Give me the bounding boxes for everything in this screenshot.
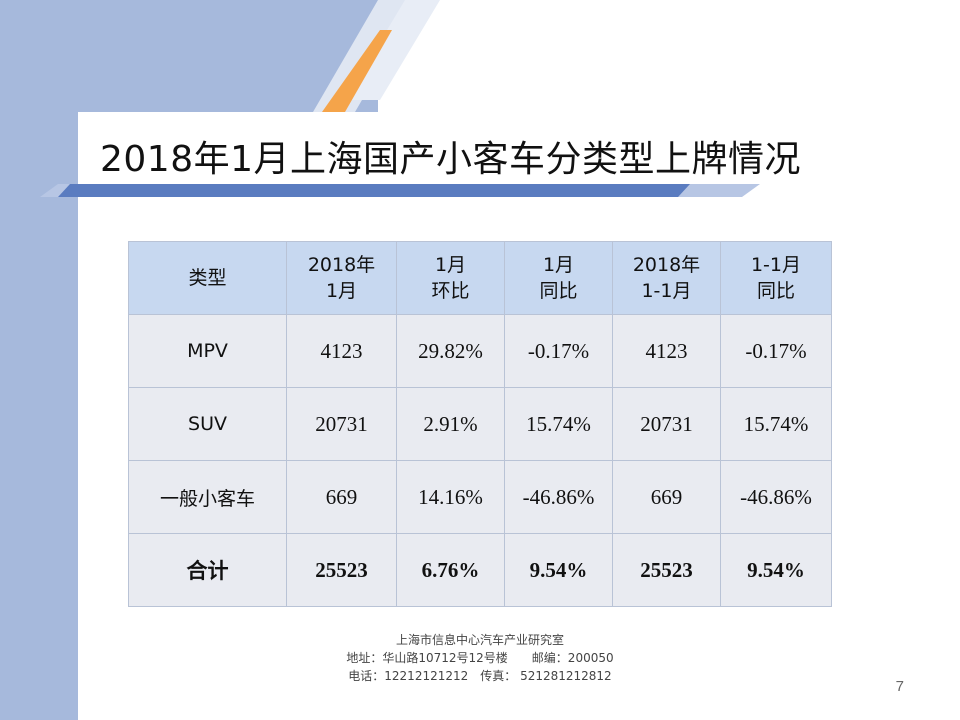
header-2018-jan: 2018年 1月 xyxy=(286,241,397,315)
row-category: SUV xyxy=(128,387,287,461)
cell-jan-count: 25523 xyxy=(286,533,397,607)
cell-jan-mom: 29.82% xyxy=(396,314,505,388)
table-row-total: 合计 25523 6.76% 9.54% 25523 9.54% xyxy=(128,533,832,607)
row-category: MPV xyxy=(128,314,287,388)
cell-jan-mom: 14.16% xyxy=(396,460,505,534)
cell-jan-yoy: 9.54% xyxy=(504,533,613,607)
registration-table: 类型 2018年 1月 1月 环比 1月 同比 2018年 1-1月 1-1月 同比 MP… xyxy=(128,241,832,607)
header-2018-ytd: 2018年 1-1月 xyxy=(612,241,721,315)
cell-jan-yoy: 15.74% xyxy=(504,387,613,461)
page-number: 7 xyxy=(895,678,904,695)
cell-jan-mom: 2.91% xyxy=(396,387,505,461)
underline-dark xyxy=(58,184,690,197)
cell-ytd-yoy: 9.54% xyxy=(720,533,832,607)
cell-jan-mom: 6.76% xyxy=(396,533,505,607)
footer-address: 地址：华山路10712号12号楼 邮编：200050 xyxy=(346,651,614,665)
header-type: 类型 xyxy=(128,241,287,315)
slide-title: 2018年1月上海国产小客车分类型上牌情况 xyxy=(100,139,802,180)
cell-ytd-yoy: -46.86% xyxy=(720,460,832,534)
header-jan-mom: 1月 环比 xyxy=(396,241,505,315)
cell-jan-yoy: -46.86% xyxy=(504,460,613,534)
table-row: SUV 20731 2.91% 15.74% 20731 15.74% xyxy=(128,387,832,461)
header-ytd-yoy: 1-1月 同比 xyxy=(720,241,832,315)
table-row: MPV 4123 29.82% -0.17% 4123 -0.17% xyxy=(128,314,832,388)
footer-org: 上海市信息中心汽车产业研究室 xyxy=(395,633,564,647)
row-category: 一般小客车 xyxy=(128,460,287,534)
left-decor-band xyxy=(0,0,78,720)
header-row: 类型 2018年 1月 1月 环比 1月 同比 2018年 1-1月 1-1月 同比 xyxy=(128,241,832,315)
footer-contact: 电话：12212121212 传真： 521281212812 xyxy=(348,669,612,683)
cell-jan-count: 20731 xyxy=(286,387,397,461)
cell-ytd-count: 4123 xyxy=(612,314,721,388)
cell-jan-count: 669 xyxy=(286,460,397,534)
row-category: 合计 xyxy=(128,533,287,607)
cell-jan-yoy: -0.17% xyxy=(504,314,613,388)
cell-ytd-count: 25523 xyxy=(612,533,721,607)
cell-ytd-yoy: 15.74% xyxy=(720,387,832,461)
cell-ytd-count: 20731 xyxy=(612,387,721,461)
cell-jan-count: 4123 xyxy=(286,314,397,388)
header-jan-yoy: 1月 同比 xyxy=(504,241,613,315)
cell-ytd-count: 669 xyxy=(612,460,721,534)
cell-ytd-yoy: -0.17% xyxy=(720,314,832,388)
table-row: 一般小客车 669 14.16% -46.86% 669 -46.86% xyxy=(128,460,832,534)
